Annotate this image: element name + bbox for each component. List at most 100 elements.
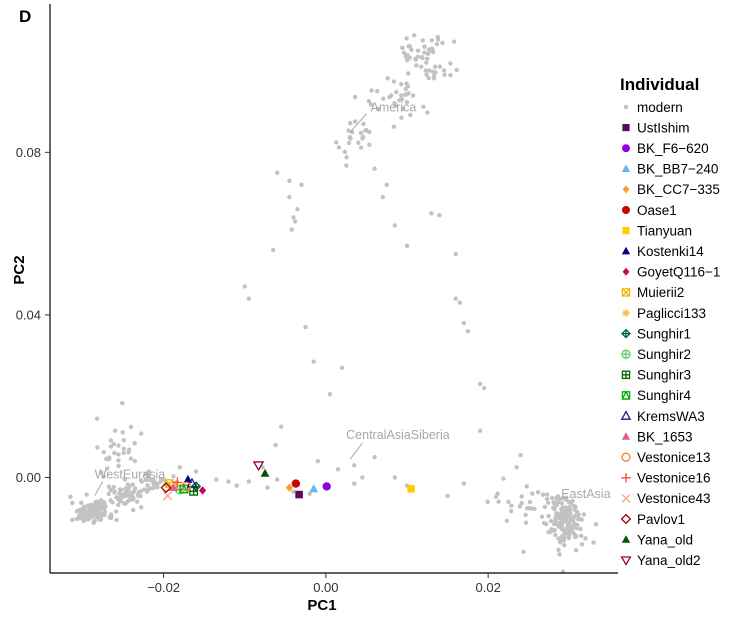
modern-point xyxy=(509,503,514,508)
modern-point xyxy=(146,469,152,474)
legend-item: Sunghir3 xyxy=(621,368,691,383)
modern-point xyxy=(121,446,126,452)
modern-point xyxy=(150,485,156,491)
modern-point xyxy=(398,81,404,87)
modern-point xyxy=(430,48,435,53)
modern-point xyxy=(81,518,87,523)
modern-point xyxy=(146,487,151,492)
modern-point xyxy=(287,194,292,200)
point-bk-cc7-335 xyxy=(285,483,293,492)
legend-key xyxy=(621,370,631,380)
modern-point xyxy=(122,477,128,482)
modern-point xyxy=(273,442,278,448)
modern-point xyxy=(406,44,411,49)
modern-point xyxy=(440,40,445,46)
modern-point xyxy=(360,475,365,480)
modern-point xyxy=(409,47,414,52)
legend-item: Sunghir1 xyxy=(621,326,691,341)
legend-key xyxy=(621,535,631,543)
modern-point xyxy=(583,536,588,541)
modern-point xyxy=(481,385,487,391)
modern-point xyxy=(457,300,462,305)
modern-point xyxy=(95,445,100,450)
modern-point xyxy=(532,506,537,512)
modern-point xyxy=(392,100,397,106)
legend-key xyxy=(621,288,631,297)
legend-label: Sunghir1 xyxy=(637,326,691,341)
modern-point xyxy=(142,487,147,492)
modern-point xyxy=(453,251,458,257)
modern-point xyxy=(177,465,183,470)
modern-point xyxy=(372,454,377,460)
legend-label: BK_BB7−240 xyxy=(637,162,718,177)
modern-point xyxy=(504,518,510,523)
legend-label: Sunghir3 xyxy=(637,368,691,383)
modern-point xyxy=(339,365,345,370)
modern-point xyxy=(74,516,80,522)
point-oase1 xyxy=(291,479,301,488)
legend-label: BK_1653 xyxy=(637,429,693,444)
modern-point xyxy=(448,61,453,66)
modern-point xyxy=(99,499,104,504)
modern-point xyxy=(435,37,441,42)
cluster-annotations: America CentralAsiaSiberia WestEurasia East… xyxy=(94,101,611,501)
modern-point xyxy=(381,96,386,101)
modern-point xyxy=(121,450,126,456)
modern-point xyxy=(347,134,353,140)
modern-point xyxy=(360,134,366,140)
modern-point xyxy=(289,227,295,232)
modern-point xyxy=(98,517,104,522)
point-pavlov1 xyxy=(160,482,172,494)
modern-point xyxy=(138,488,144,494)
modern-point xyxy=(119,487,124,492)
modern-point xyxy=(540,492,546,497)
modern-point xyxy=(109,514,114,519)
modern-point xyxy=(549,495,555,501)
modern-point xyxy=(551,521,557,527)
modern-point xyxy=(415,48,421,53)
legend-label: Muierii2 xyxy=(637,285,684,300)
modern-point xyxy=(123,501,128,506)
modern-point xyxy=(544,496,550,502)
modern-point xyxy=(358,145,364,150)
modern-point xyxy=(124,489,130,495)
modern-point xyxy=(151,477,156,483)
modern-point xyxy=(358,130,364,136)
legend-key xyxy=(621,328,631,339)
modern-point xyxy=(477,428,483,433)
point-yana-old2 xyxy=(252,461,265,472)
modern-point xyxy=(111,484,116,490)
legend-item: GoyetQ116−1 xyxy=(622,265,720,280)
legend-item: Vestonice13 xyxy=(621,450,711,465)
modern-point xyxy=(143,472,148,477)
modern-point xyxy=(138,494,143,499)
modern-point xyxy=(555,494,561,499)
modern-point xyxy=(346,140,352,146)
legend-label: Pavlov1 xyxy=(637,512,685,527)
legend-key xyxy=(620,410,632,420)
modern-point xyxy=(448,72,453,78)
modern-point xyxy=(560,526,565,531)
y-axis-ticks: 0.00 0.04 0.08 xyxy=(16,145,50,485)
modern-point xyxy=(356,140,361,146)
modern-point xyxy=(265,485,270,490)
legend-key xyxy=(622,144,630,153)
modern-point xyxy=(399,97,405,102)
modern-point xyxy=(78,500,84,505)
modern-point xyxy=(404,81,409,86)
modern-point xyxy=(372,166,377,171)
modern-point xyxy=(552,506,557,512)
modern-point xyxy=(501,476,506,481)
legend-label: Yana_old2 xyxy=(637,553,701,568)
annotation-leader-line xyxy=(349,442,363,460)
modern-point xyxy=(335,467,341,472)
modern-point xyxy=(303,324,308,330)
modern-point xyxy=(279,424,284,429)
modern-point xyxy=(292,219,298,224)
modern-point xyxy=(461,481,467,486)
modern-point xyxy=(242,284,247,289)
modern-point xyxy=(546,513,551,519)
modern-point xyxy=(425,110,430,115)
legend-item: Kostenki14 xyxy=(621,244,704,259)
modern-point xyxy=(563,514,568,519)
